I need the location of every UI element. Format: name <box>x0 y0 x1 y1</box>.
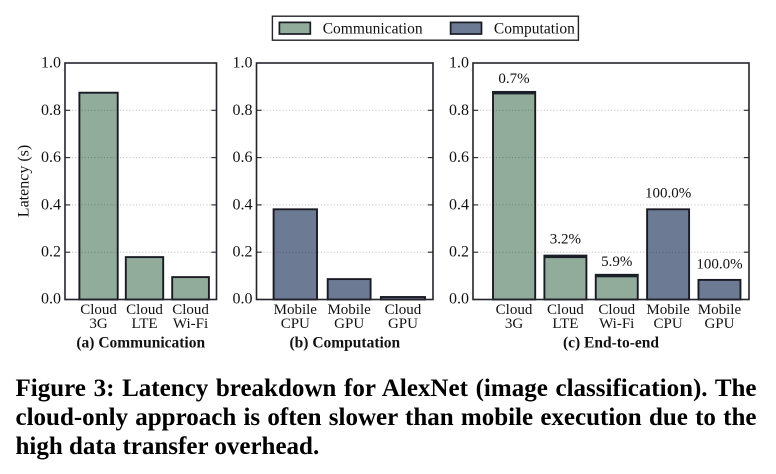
svg-text:3G: 3G <box>89 316 108 332</box>
svg-text:Communication: Communication <box>323 20 423 37</box>
svg-text:CPU: CPU <box>281 316 310 332</box>
svg-text:0.7%: 0.7% <box>498 71 529 87</box>
svg-text:0.2: 0.2 <box>449 244 469 261</box>
svg-text:Mobile: Mobile <box>274 302 318 318</box>
svg-text:Cloud: Cloud <box>385 302 422 318</box>
svg-text:Mobile: Mobile <box>698 302 742 318</box>
svg-text:(c) End-to-end: (c) End-to-end <box>563 335 659 352</box>
svg-text:GPU: GPU <box>334 316 364 332</box>
svg-text:0.0: 0.0 <box>233 291 253 308</box>
svg-text:GPU: GPU <box>704 316 734 332</box>
svg-text:0.4: 0.4 <box>41 196 61 213</box>
svg-text:(b) Computation: (b) Computation <box>290 335 401 352</box>
svg-text:Cloud: Cloud <box>547 302 584 318</box>
svg-text:Mobile: Mobile <box>327 302 371 318</box>
svg-text:Cloud: Cloud <box>80 302 117 318</box>
svg-text:0.0: 0.0 <box>449 291 469 308</box>
svg-text:0.6: 0.6 <box>449 149 469 166</box>
svg-text:GPU: GPU <box>388 316 418 332</box>
svg-text:Mobile: Mobile <box>646 302 690 318</box>
svg-text:0.0: 0.0 <box>41 291 61 308</box>
svg-text:(a) Communication: (a) Communication <box>76 335 205 352</box>
svg-text:1.0: 1.0 <box>233 55 253 72</box>
svg-text:1.0: 1.0 <box>41 55 61 72</box>
svg-text:LTE: LTE <box>131 316 157 332</box>
svg-text:Wi-Fi: Wi-Fi <box>599 316 634 332</box>
svg-text:0.8: 0.8 <box>449 102 469 119</box>
svg-text:CPU: CPU <box>654 316 683 332</box>
svg-text:0.4: 0.4 <box>233 196 253 213</box>
svg-text:0.2: 0.2 <box>233 244 253 261</box>
svg-text:0.2: 0.2 <box>41 244 61 261</box>
svg-text:Cloud: Cloud <box>126 302 163 318</box>
svg-text:0.6: 0.6 <box>233 149 253 166</box>
svg-text:5.9%: 5.9% <box>601 254 632 270</box>
svg-text:3.2%: 3.2% <box>550 232 581 248</box>
svg-text:100.0%: 100.0% <box>696 257 742 273</box>
svg-text:Cloud: Cloud <box>598 302 635 318</box>
svg-text:3G: 3G <box>505 316 524 332</box>
svg-text:Cloud: Cloud <box>172 302 209 318</box>
svg-text:0.8: 0.8 <box>233 102 253 119</box>
svg-text:Wi-Fi: Wi-Fi <box>173 316 208 332</box>
svg-text:0.6: 0.6 <box>41 149 61 166</box>
svg-text:100.0%: 100.0% <box>645 186 691 202</box>
svg-text:1.0: 1.0 <box>449 55 469 72</box>
svg-text:LTE: LTE <box>552 316 578 332</box>
svg-text:0.8: 0.8 <box>41 102 61 119</box>
svg-text:Computation: Computation <box>494 20 575 37</box>
svg-text:Latency (s): Latency (s) <box>16 145 33 217</box>
svg-text:Cloud: Cloud <box>496 302 533 318</box>
svg-text:0.4: 0.4 <box>449 196 469 213</box>
